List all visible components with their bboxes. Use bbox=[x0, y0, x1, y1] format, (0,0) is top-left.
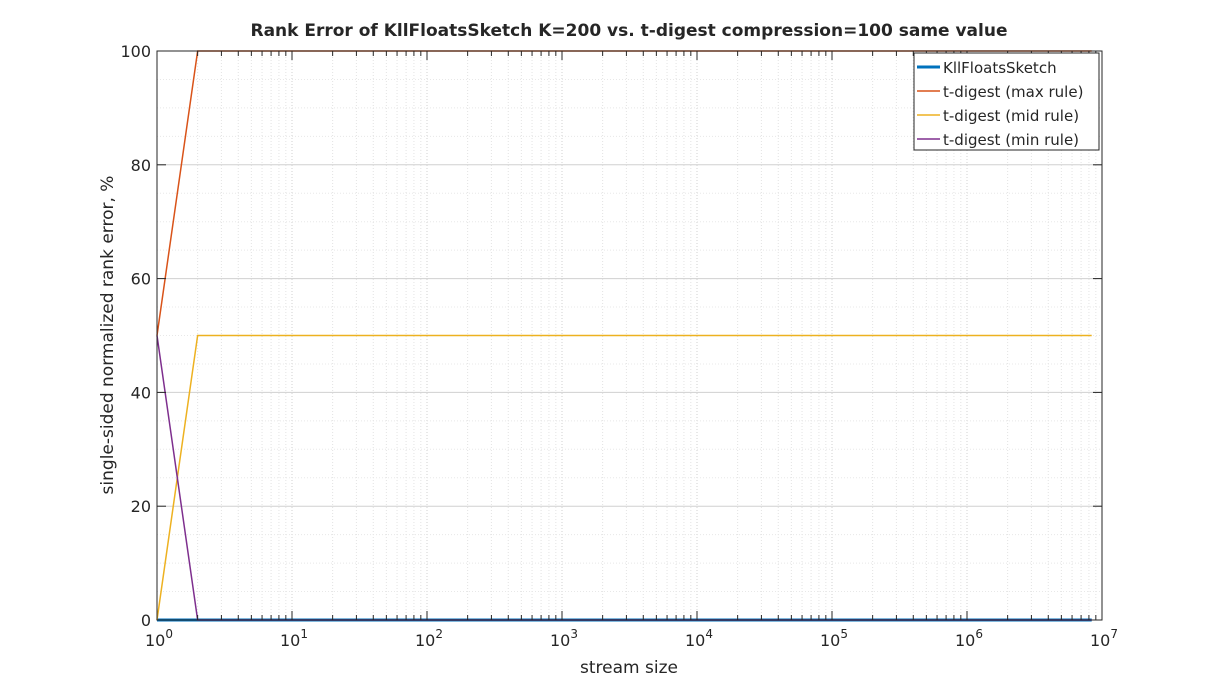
plot-frame bbox=[156, 50, 1103, 621]
y-axis-label: single-sided normalized rank error, % bbox=[98, 176, 118, 495]
x-tick-label: 106 bbox=[955, 627, 983, 650]
y-tick-label: 100 bbox=[120, 42, 151, 61]
x-tick-label: 104 bbox=[685, 627, 713, 650]
series-line bbox=[156, 334, 1092, 621]
y-tick-label: 20 bbox=[131, 497, 151, 516]
y-tick-label: 60 bbox=[131, 270, 151, 289]
legend-label: t-digest (max rule) bbox=[943, 83, 1083, 101]
x-tick-label: 105 bbox=[820, 627, 848, 650]
x-axis-label: stream size bbox=[580, 658, 678, 678]
grid bbox=[156, 50, 1102, 621]
series-line bbox=[156, 335, 1092, 621]
x-tick-label: 101 bbox=[280, 627, 308, 650]
y-tick-label: 0 bbox=[141, 611, 151, 630]
x-tick-label: 103 bbox=[550, 627, 578, 650]
x-tick-label: 107 bbox=[1090, 627, 1118, 650]
y-tick-label: 80 bbox=[131, 156, 151, 175]
legend-label: t-digest (mid rule) bbox=[943, 107, 1079, 125]
y-tick-label: 40 bbox=[131, 383, 151, 402]
legend-label: KllFloatsSketch bbox=[943, 59, 1057, 77]
legend-label: t-digest (min rule) bbox=[943, 131, 1079, 149]
x-tick-label: 100 bbox=[145, 627, 173, 650]
x-tick-label: 102 bbox=[415, 627, 443, 650]
legend: KllFloatsSketch t-digest (max rule) t-dige… bbox=[913, 52, 1100, 151]
legend-box bbox=[913, 52, 1100, 151]
chart-title: Rank Error of KllFloatsSketch K=200 vs. … bbox=[250, 21, 1007, 41]
